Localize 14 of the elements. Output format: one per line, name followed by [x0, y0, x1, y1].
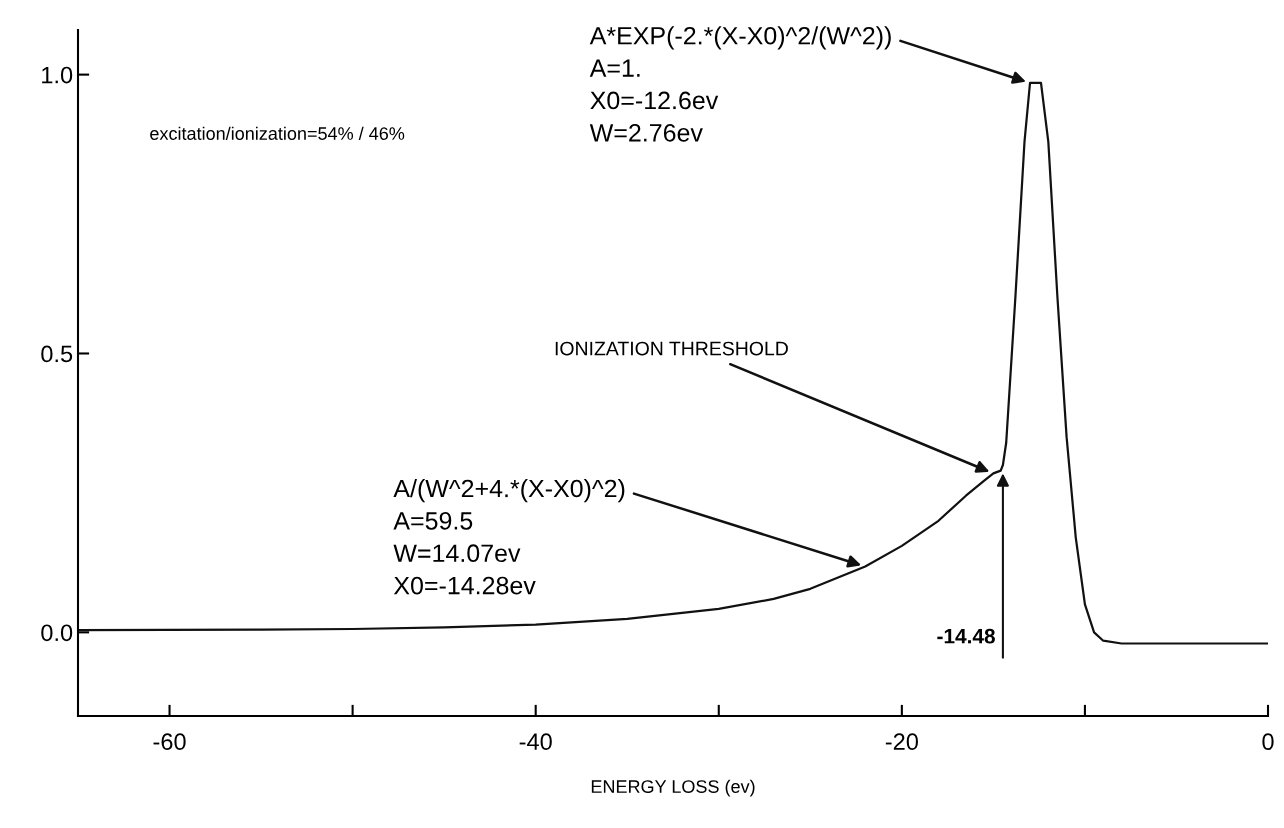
x-tick-label: -40 [519, 733, 552, 751]
annotation: A*EXP(-2.*(X-X0)^2/(W^2)) A=1. X0=-12.6ev W=2.76ev [589, 26, 891, 142]
ref-line-label: -14.48 [937, 628, 995, 644]
x-axis-title: ENERGY LOSS (ev) [591, 779, 755, 797]
x-tick-label: 0 [1262, 733, 1274, 751]
x-tick-label: -60 [153, 733, 186, 751]
annotation: excitation/ionization=54% / 46% [150, 126, 405, 140]
y-tick-label: 0.0 [41, 624, 73, 642]
y-tick-label: 0.5 [41, 345, 73, 363]
line-series [78, 81, 1268, 645]
y-tick-label: 1.0 [42, 66, 73, 84]
annotation: IONIZATION THRESHOLD [555, 341, 788, 356]
annotation: A/(W^2+4.*(X-X0)^2) A=59.5 W=14.07ev X0=-14.28ev [393, 478, 625, 595]
x-tick-label: -20 [885, 733, 918, 751]
